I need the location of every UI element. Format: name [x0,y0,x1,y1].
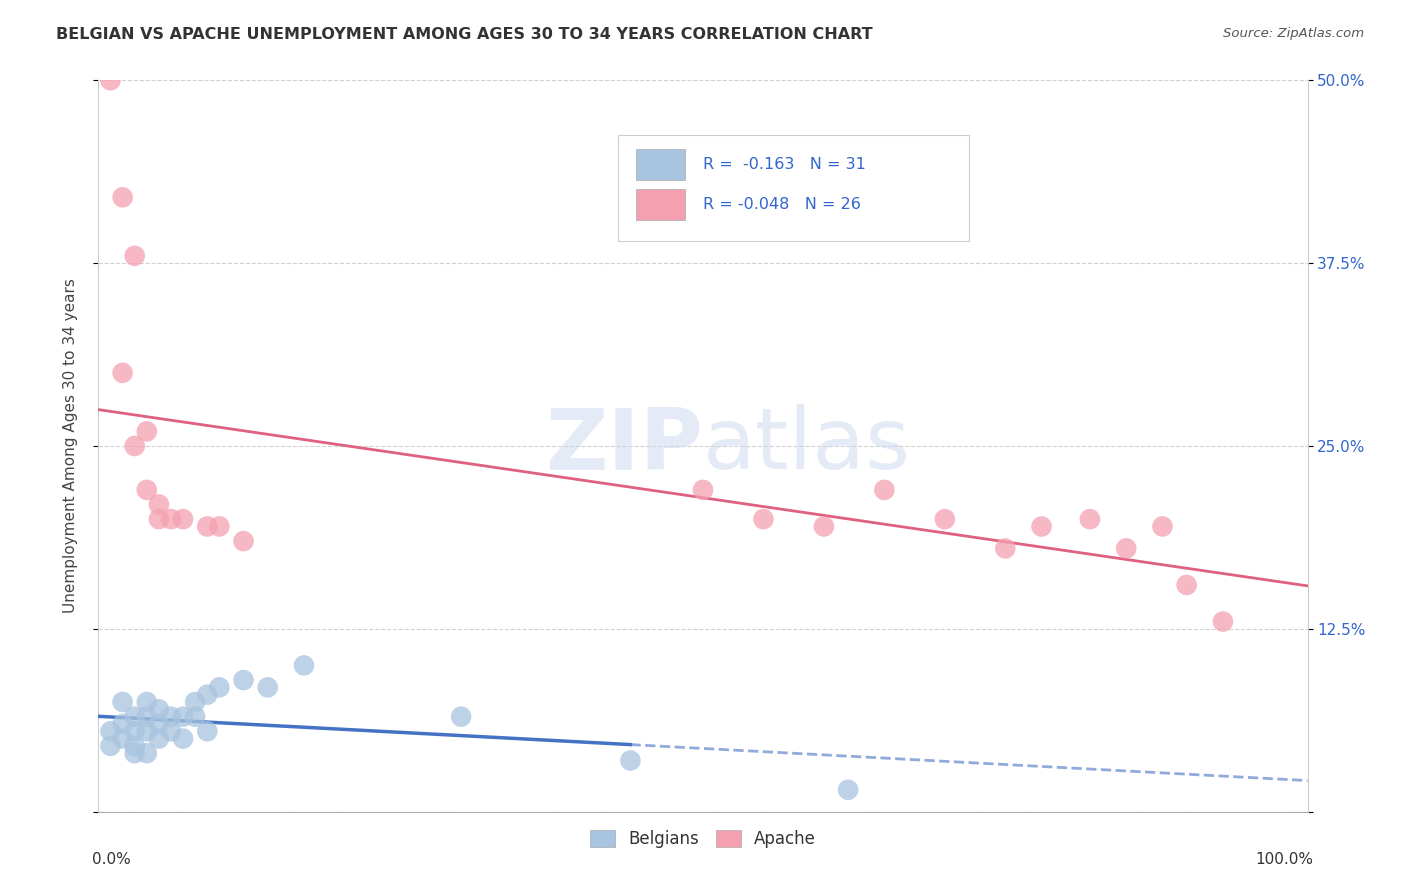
Point [135,425,157,439]
Point [111,695,134,709]
Point [232,534,254,549]
Text: BELGIAN VS APACHE UNEMPLOYMENT AMONG AGES 30 TO 34 YEARS CORRELATION CHART: BELGIAN VS APACHE UNEMPLOYMENT AMONG AGE… [56,27,873,42]
FancyBboxPatch shape [619,135,969,241]
Point [135,483,157,497]
Point [160,709,183,723]
Point [619,754,641,768]
Point [208,681,231,695]
Point [195,724,218,739]
Point [111,190,134,204]
Point [1031,519,1053,533]
Point [124,724,146,739]
Point [450,709,472,723]
Point [195,519,218,533]
Point [124,746,146,760]
Point [148,512,170,526]
Point [148,731,170,746]
Point [873,483,896,497]
Point [256,681,278,695]
Point [1152,519,1174,533]
Text: R =  -0.163   N = 31: R = -0.163 N = 31 [703,157,866,172]
Text: ZIP: ZIP [546,404,703,488]
Point [100,73,122,87]
Point [135,709,157,723]
Point [148,498,170,512]
Point [124,249,146,263]
Point [837,782,859,797]
Text: 100.0%: 100.0% [1256,852,1313,867]
Point [172,512,194,526]
Point [1212,615,1234,629]
Point [195,688,218,702]
Point [111,717,134,731]
Point [208,519,231,533]
Point [124,709,146,723]
Point [124,739,146,753]
Legend: Belgians, Apache: Belgians, Apache [583,823,823,855]
Point [100,739,122,753]
Point [994,541,1017,556]
Point [184,695,207,709]
Point [292,658,315,673]
Point [135,746,157,760]
Point [172,709,194,723]
Point [934,512,956,526]
Point [124,439,146,453]
Point [111,731,134,746]
Point [148,717,170,731]
Text: atlas: atlas [703,404,911,488]
Point [692,483,714,497]
Point [752,512,775,526]
Point [813,519,835,533]
Point [160,724,183,739]
Point [232,673,254,687]
Point [1175,578,1198,592]
Bar [637,189,685,220]
Point [1115,541,1137,556]
Text: R = -0.048   N = 26: R = -0.048 N = 26 [703,197,860,212]
Point [1078,512,1101,526]
Point [135,724,157,739]
Point [148,702,170,716]
Point [135,695,157,709]
Text: 0.0%: 0.0% [93,852,131,867]
Y-axis label: Unemployment Among Ages 30 to 34 years: Unemployment Among Ages 30 to 34 years [63,278,77,614]
Point [100,724,122,739]
Point [184,709,207,723]
Point [160,512,183,526]
Point [172,731,194,746]
Bar [637,149,685,180]
Text: Source: ZipAtlas.com: Source: ZipAtlas.com [1223,27,1364,40]
Point [111,366,134,380]
